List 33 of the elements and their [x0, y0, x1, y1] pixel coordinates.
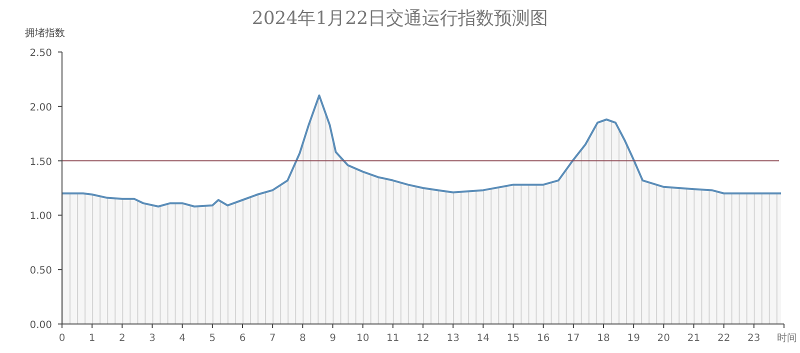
x-tick-label: 21 [687, 333, 700, 344]
x-tick-label: 11 [386, 333, 400, 344]
x-tick-label: 10 [356, 333, 370, 344]
x-tick-label: 5 [209, 333, 216, 344]
x-tick-label: 20 [657, 333, 670, 344]
y-tick-label: 0.50 [30, 266, 52, 277]
chart-title: 2024年1月22日交通运行指数预测图 [252, 8, 548, 29]
x-tick-label: 23 [748, 333, 760, 344]
y-tick-label: 2.50 [30, 48, 52, 59]
x-tick-label: 19 [627, 333, 640, 344]
x-tick-label: 8 [299, 333, 306, 344]
y-tick-label: 1.50 [30, 156, 52, 168]
x-tick-label: 9 [330, 333, 336, 344]
x-tick-label: 2 [118, 333, 126, 344]
y-tick-label: 1.00 [30, 211, 52, 222]
x-tick-label: 16 [536, 333, 550, 344]
x-axis-title: 时间 [777, 332, 797, 344]
x-tick-label: 22 [717, 333, 730, 344]
y-tick-label: 2.00 [30, 102, 52, 114]
x-tick-label: 6 [239, 333, 246, 344]
x-tick-label: 17 [567, 333, 580, 344]
x-tick-label: 7 [269, 333, 276, 344]
x-tick-label: 13 [446, 333, 460, 344]
x-tick-label: 1 [88, 333, 96, 344]
x-tick-label: 15 [506, 333, 520, 344]
x-tick-label: 14 [476, 333, 490, 344]
x-tick-label: 0 [58, 333, 66, 344]
x-tick-label: 12 [416, 333, 430, 344]
y-axis-title: 拥堵指数 [25, 27, 65, 39]
x-tick-label: 4 [179, 333, 186, 344]
x-tick-label: 18 [597, 333, 610, 344]
x-tick-label: 3 [149, 333, 156, 344]
y-tick-label: 0.00 [30, 320, 52, 331]
